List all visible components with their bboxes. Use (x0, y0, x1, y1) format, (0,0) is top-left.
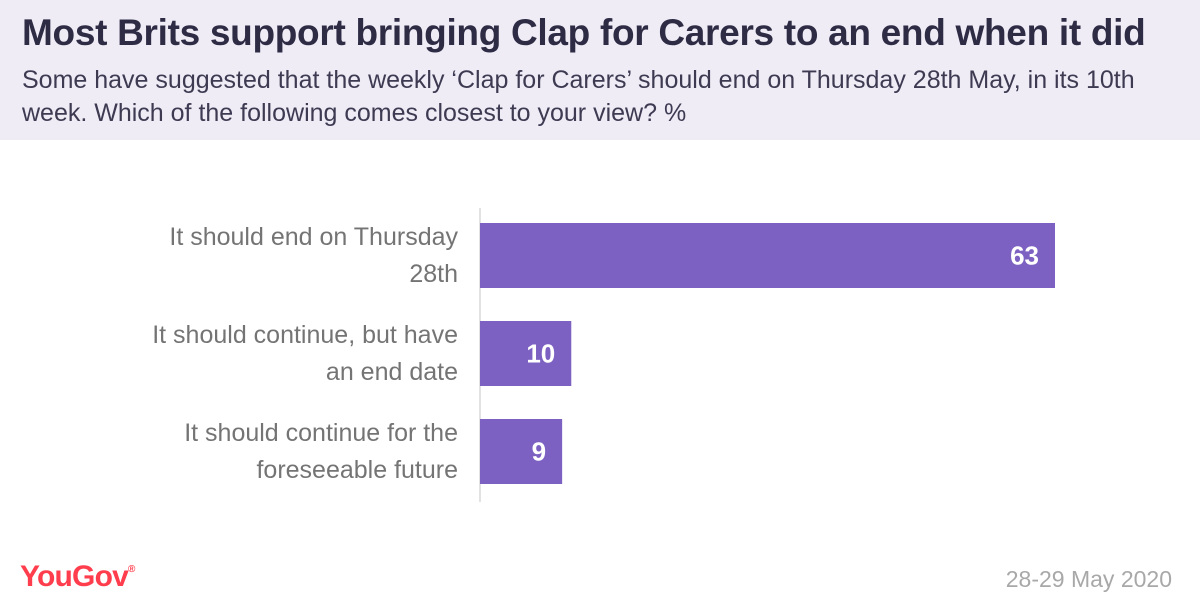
category-label-line: foreseeable future (256, 456, 458, 484)
bar-1 (480, 223, 1055, 288)
category-label-line: It should continue, but have (152, 321, 458, 349)
brand-name: YouGov (20, 560, 129, 593)
category-label-line: 28th (409, 260, 458, 288)
category-label: It should continue, but have an end date (152, 321, 458, 386)
bar-value-label: 63 (1010, 241, 1039, 271)
chart-subtitle: Some have suggested that the weekly ‘Cla… (22, 66, 1135, 127)
header-banner: Most Brits support bringing Clap for Car… (0, 0, 1200, 140)
registered-mark: ® (127, 564, 135, 575)
yougov-logo: YouGov® (20, 560, 135, 594)
bar-chart: 63 It should end on Thursday 28th 10 It shou… (152, 208, 1055, 502)
category-label-line: It should continue for the (184, 419, 458, 447)
category-label: It should end on Thursday 28th (169, 223, 458, 288)
category-label: It should continue for the foreseeable fu… (184, 419, 458, 484)
chart-title: Most Brits support bringing Clap for Car… (22, 12, 1146, 53)
category-label-line: an end date (326, 358, 458, 386)
bar-2 (480, 321, 572, 386)
bar-3 (480, 419, 563, 484)
bar-value-label: 10 (526, 339, 555, 369)
category-label-line: It should end on Thursday (169, 223, 458, 251)
bar-value-label: 9 (532, 437, 546, 467)
survey-date: 28-29 May 2020 (1005, 566, 1172, 592)
